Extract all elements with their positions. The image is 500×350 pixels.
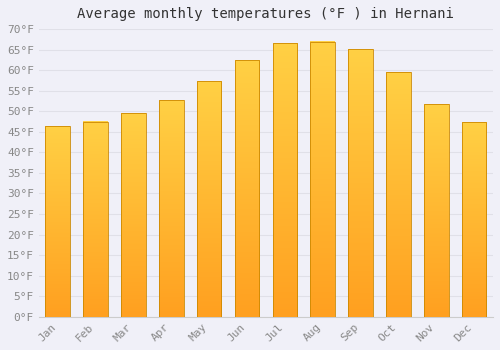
Bar (272, 43, 297, 317)
Bar (348, 49, 373, 317)
Bar (46, 126, 70, 317)
Bar (159, 100, 184, 317)
Bar (386, 72, 410, 317)
Bar (84, 121, 108, 317)
Bar (121, 113, 146, 317)
Bar (310, 42, 335, 317)
Title: Average monthly temperatures (°F ) in Hernani: Average monthly temperatures (°F ) in He… (78, 7, 454, 21)
Bar (462, 122, 486, 317)
Bar (197, 81, 222, 317)
Bar (234, 60, 260, 317)
Bar (424, 104, 448, 317)
